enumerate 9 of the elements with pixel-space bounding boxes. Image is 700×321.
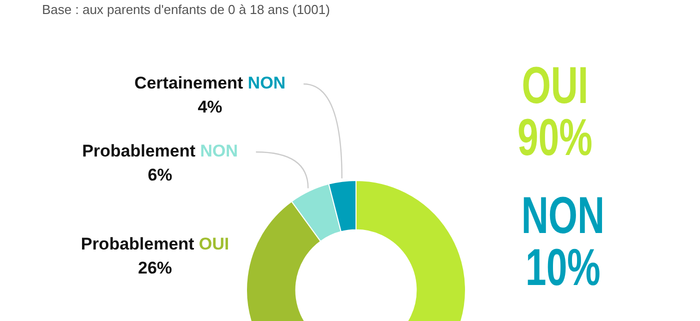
data-label: 4% xyxy=(198,98,222,117)
chart-subtitle: Base : aux parents d'enfants de 0 à 18 ans (1001) xyxy=(42,2,330,17)
data-label: 6% xyxy=(148,166,172,185)
slice-label: Probablement OUI xyxy=(80,234,230,254)
data-label: 26% xyxy=(138,258,172,278)
slice-label: Probablement NON xyxy=(82,142,238,161)
text: NON 10% xyxy=(520,187,606,297)
text: OUI 90% xyxy=(516,57,594,167)
slice-label: Certainement NON xyxy=(134,74,286,93)
